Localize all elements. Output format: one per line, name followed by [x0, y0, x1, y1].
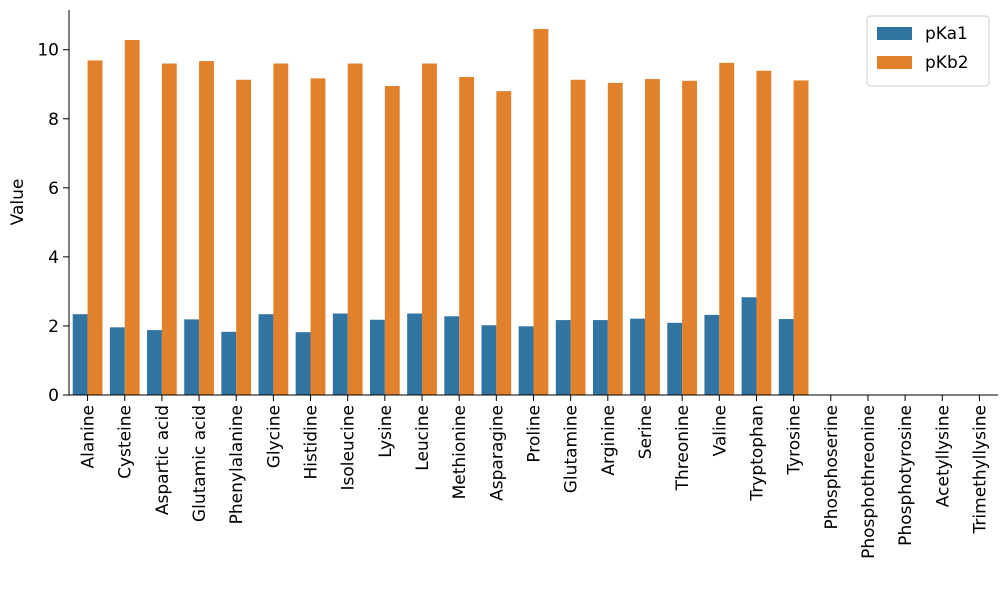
bar-pkb2-aspartic-acid — [161, 63, 177, 396]
legend-swatch-pkb2 — [877, 56, 912, 69]
bar-pkb2-lysine — [384, 85, 400, 396]
bar-pka1-cysteine — [109, 327, 125, 395]
bar-pkb2-valine — [719, 62, 735, 395]
x-tick-label: Phosphotyrosine — [896, 405, 916, 546]
x-tick-label: Glutamic acid — [190, 405, 210, 522]
legend-label-pkb2: pKb2 — [925, 53, 969, 73]
x-tick-label: Histidine — [302, 405, 322, 480]
y-tick-label: 0 — [48, 386, 59, 406]
x-tick-label: Arginine — [599, 405, 619, 476]
y-axis-label: Value — [8, 179, 28, 226]
y-tick-label: 6 — [48, 179, 59, 199]
bar-pka1-threonine — [667, 322, 683, 395]
x-tick-label: Alanine — [79, 405, 99, 469]
y-tick-label: 4 — [48, 248, 59, 268]
x-tick-label: Proline — [525, 405, 545, 463]
bar-pka1-tryptophan — [741, 297, 757, 395]
x-tick-label: Glycine — [264, 405, 284, 468]
x-tick-label: Tyrosine — [785, 405, 805, 476]
x-tick-label: Phosphothreonine — [859, 405, 879, 559]
legend-label-pka1: pKa1 — [925, 24, 968, 44]
bar-pka1-serine — [630, 318, 645, 395]
bar-pkb2-phenylalanine — [236, 79, 252, 395]
bar-pkb2-glycine — [273, 63, 289, 396]
bar-pka1-proline — [518, 326, 534, 395]
bar-pkb2-alanine — [87, 60, 103, 395]
x-tick-label: Acetyllysine — [933, 405, 953, 507]
bar-pkb2-isoleucine — [347, 63, 363, 396]
bar-pka1-aspartic-acid — [147, 330, 162, 395]
x-tick-label: Tryptophan — [747, 405, 767, 502]
bar-pka1-glycine — [258, 314, 274, 395]
bar-pka1-alanine — [72, 314, 88, 395]
x-tick-label: Valine — [710, 405, 730, 456]
x-tick-label: Isoleucine — [339, 405, 359, 491]
y-tick-label: 10 — [37, 41, 59, 61]
x-tick-label: Asparagine — [487, 405, 507, 501]
bar-pkb2-histidine — [310, 78, 326, 396]
bar-pkb2-cysteine — [124, 40, 140, 395]
y-tick-label: 2 — [48, 317, 59, 337]
y-axis: 0 2 4 6 8 10 — [37, 10, 70, 406]
x-tick-label: Methionine — [450, 405, 470, 499]
x-tick-label: Lysine — [376, 405, 396, 458]
bar-pka1-methionine — [444, 316, 460, 395]
x-tick-label: Trimethyllysine — [970, 405, 990, 534]
y-tick-label: 8 — [48, 110, 59, 130]
bar-pka1-glutamic-acid — [184, 319, 200, 395]
legend: pKa1 pKb2 — [866, 15, 990, 87]
bar-pkb2-methionine — [459, 76, 475, 396]
x-tick-label: Glutamine — [562, 405, 582, 493]
legend-swatch-pka1 — [877, 27, 912, 40]
x-axis: Alanine Cysteine Aspartic acid Glutamic aci… — [69, 394, 998, 559]
x-tick-label: Threonine — [673, 405, 693, 491]
bar-pkb2-tryptophan — [756, 70, 772, 396]
bar-pka1-phenylalanine — [221, 331, 237, 395]
bar-pkb2-glutamine — [570, 79, 586, 395]
bar-pka1-leucine — [407, 313, 423, 395]
bar-pkb2-threonine — [682, 80, 697, 395]
x-tick-label: Phenylalanine — [227, 405, 247, 524]
x-tick-label: Serine — [636, 405, 656, 459]
bar-pkb2-tyrosine — [793, 80, 809, 395]
x-tick-label: Leucine — [413, 405, 433, 471]
bar-pkb2-asparagine — [496, 91, 512, 395]
bar-pkb2-arginine — [607, 82, 623, 396]
bars-group — [72, 28, 809, 396]
x-tick-label: Cysteine — [116, 405, 136, 479]
bar-pka1-valine — [704, 314, 720, 395]
bar-pka1-glutamine — [555, 320, 571, 395]
bar-pka1-asparagine — [481, 325, 497, 395]
bar-pkb2-glutamic-acid — [199, 61, 214, 395]
bar-pkb2-leucine — [422, 63, 437, 396]
bar-pka1-isoleucine — [332, 313, 348, 395]
x-tick-label: Aspartic acid — [153, 405, 173, 515]
x-tick-label: Phosphoserine — [822, 405, 842, 530]
bar-pka1-tyrosine — [778, 319, 794, 395]
bar-pka1-arginine — [592, 320, 608, 395]
bar-pkb2-proline — [533, 28, 549, 396]
bar-pka1-histidine — [295, 332, 311, 395]
bar-pkb2-serine — [644, 79, 660, 395]
bar-pka1-lysine — [370, 319, 385, 395]
